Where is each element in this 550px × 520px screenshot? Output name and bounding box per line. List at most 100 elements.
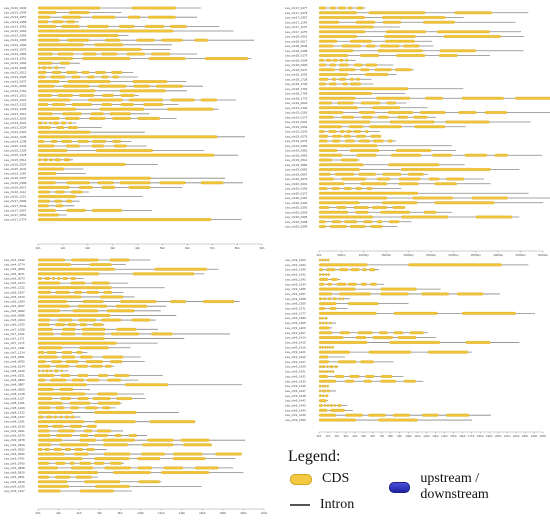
gene-label: Lsa_chr13_2037 <box>4 80 27 84</box>
cds-block <box>67 126 79 130</box>
cds-block <box>339 130 345 133</box>
cds-block <box>318 210 349 214</box>
cds-block <box>37 438 63 442</box>
cds-block <box>102 355 124 359</box>
cds-block <box>332 370 335 373</box>
cds-block <box>336 206 347 209</box>
cds-block <box>332 297 337 301</box>
cds-block <box>339 63 349 67</box>
cds-block <box>318 177 335 181</box>
cds-block <box>37 327 53 331</box>
cds-block <box>37 447 43 451</box>
cds-block <box>69 461 75 465</box>
cds-block <box>318 44 334 48</box>
cds-block <box>318 149 338 152</box>
gene-label: Lsa_chr9_1264 <box>285 263 306 267</box>
gene-label: Lsa_chr18_0230 <box>285 63 308 67</box>
cds-block <box>360 360 374 364</box>
gene-label: Lsa_chr18_1063 <box>285 73 308 77</box>
cds-block <box>60 332 76 336</box>
cds-block <box>408 263 502 267</box>
gene-label: Lsa_chr15_1234 <box>4 144 27 148</box>
cds-block <box>372 139 384 143</box>
gene-label: Lsa_chr9_1416 <box>285 345 306 349</box>
cds-block <box>379 44 400 48</box>
cds-block <box>161 38 183 42</box>
cds-block <box>334 374 345 378</box>
cds-block <box>360 101 381 105</box>
gene-label: Lsa_chr20_0075 <box>285 177 308 181</box>
cds-block <box>355 77 361 81</box>
cds-block <box>318 16 366 19</box>
gene-label: Lsa_chr4_0774 <box>4 263 25 267</box>
cds-block <box>102 406 111 410</box>
gene-label: Lsa_chr13_1957 <box>4 15 27 19</box>
cds-block <box>323 370 327 373</box>
cds-block <box>55 461 66 465</box>
tick-label: 5kb <box>361 434 366 438</box>
gene-label: Lsa_chr19_0202 <box>285 125 308 129</box>
cds-block <box>37 309 61 313</box>
cds-block <box>37 38 60 42</box>
gene-label: Lsa_chr20_0200 <box>285 206 308 210</box>
cds-block <box>327 297 332 301</box>
cds-block <box>62 84 90 88</box>
cds-block <box>318 30 366 34</box>
cds-block <box>57 52 74 56</box>
cds-block <box>353 130 362 133</box>
gene-label: Lsa_chr18_0046 <box>285 44 308 48</box>
cds-block <box>318 350 351 354</box>
cds-block <box>341 44 362 48</box>
cds-block <box>54 158 61 162</box>
cds-block <box>37 314 111 317</box>
gene-label: Lsa_chr18_0158 <box>285 49 308 53</box>
tick-label: 3500bp <box>471 253 481 257</box>
gene-label: Lsa_chr11_2039 <box>4 84 26 88</box>
cds-block <box>204 57 249 61</box>
cds-block <box>91 144 105 148</box>
tick-label: 13kb <box>432 434 439 438</box>
cds-block <box>37 121 43 125</box>
cds-block <box>88 98 123 102</box>
gene-label: Lsa_chr18_1728 <box>285 77 308 81</box>
cds-block <box>358 139 371 143</box>
gene-label: Lsa_chr19_0350 <box>285 144 308 148</box>
cds-block <box>333 404 337 407</box>
cds-block <box>215 452 242 456</box>
cds-block <box>37 258 66 262</box>
cds-block <box>55 204 64 208</box>
cds-block <box>37 103 49 107</box>
cds-block <box>403 379 416 383</box>
tick-label: 1kb <box>60 246 65 250</box>
cds-block <box>44 447 50 451</box>
cds-block <box>116 327 137 331</box>
cds-block <box>445 120 490 124</box>
cds-block <box>318 172 331 176</box>
cds-block <box>437 30 490 34</box>
cds-block <box>376 177 391 181</box>
cds-block <box>200 181 224 185</box>
cds-block <box>384 35 416 38</box>
gene-panel-bottom-left: Lsa_chr4_0192Lsa_chr4_0774Lsa_chr5_0059L… <box>4 258 268 515</box>
cds-block <box>37 172 57 176</box>
gene-label: Lsa_chr9_0808 <box>4 466 25 470</box>
cds-block <box>120 93 135 97</box>
cds-block <box>44 277 51 280</box>
cds-block <box>365 44 376 48</box>
cds-block <box>55 290 70 294</box>
cds-block <box>43 121 47 125</box>
cds-block <box>329 404 333 407</box>
cds-block <box>330 408 345 412</box>
cds-block <box>62 15 81 19</box>
gene-label: Lsa_chr13_2024 <box>4 126 27 130</box>
cds-block <box>341 297 345 301</box>
cds-block <box>423 20 455 24</box>
cds-block <box>94 43 124 47</box>
cds-block <box>334 365 338 369</box>
gene-label: Lsa_chr14_1236 <box>4 135 27 139</box>
cds-block <box>37 204 50 208</box>
cds-block <box>57 277 61 280</box>
tick-label: 4kb <box>135 246 140 250</box>
cds-block <box>329 63 337 67</box>
tick-label: 8kb <box>235 246 240 250</box>
